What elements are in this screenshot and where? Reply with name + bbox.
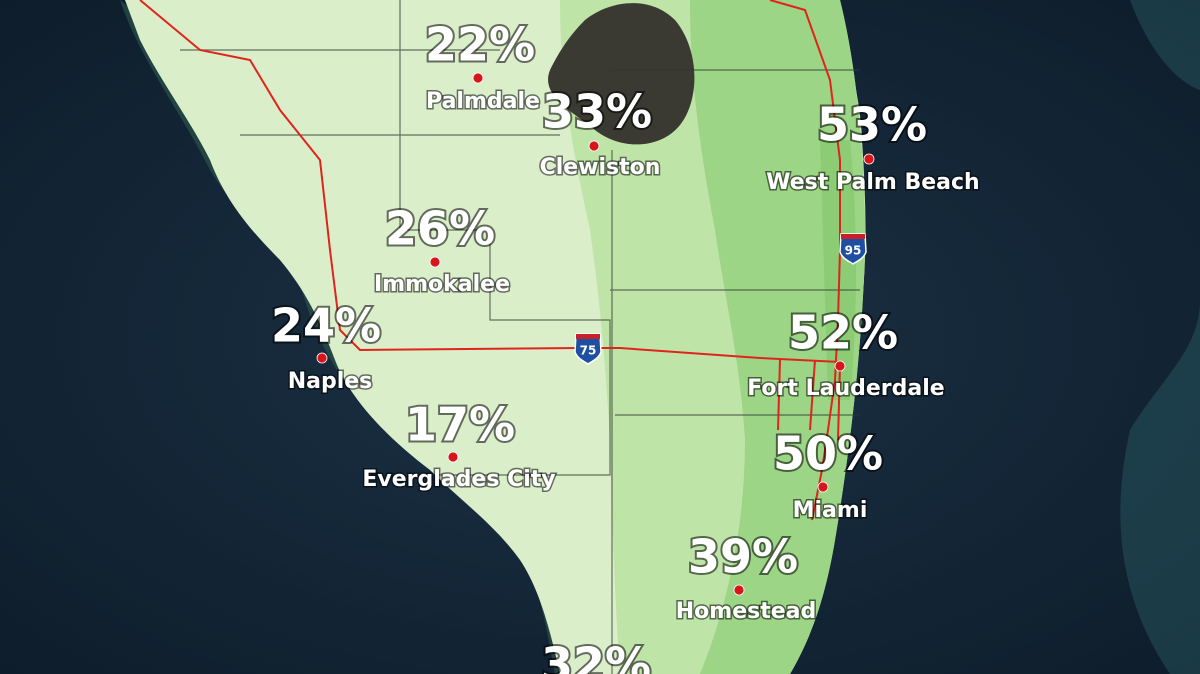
rain-band-peak (820, 140, 856, 400)
rain-chance: 17% (405, 398, 515, 452)
highway-number: 95 (845, 244, 862, 258)
city-name: Immokalee (374, 272, 510, 297)
city-name: Fort Lauderdale (747, 376, 944, 401)
rain-chance: 53% (817, 98, 927, 152)
rain-chance: 22% (425, 18, 535, 72)
city-name: Palmdale (426, 89, 540, 114)
city-dot (863, 153, 875, 165)
road-i95 (769, 0, 841, 521)
city-dot (588, 140, 600, 152)
lake-okeechobee (548, 3, 695, 145)
city-name: Homestead (676, 599, 817, 624)
rain-chance: 33% (542, 85, 652, 139)
road-i75 (139, 0, 841, 363)
city-dot (834, 360, 846, 372)
shield-top (576, 334, 600, 339)
rain-chance: 32% (541, 638, 651, 674)
shield-shape (839, 233, 867, 266)
city-name: Clewiston (540, 155, 661, 180)
city-name: Naples (288, 369, 373, 394)
highway-number: 75 (580, 344, 597, 358)
city-dot (316, 352, 328, 364)
rain-chance: 24% (271, 299, 381, 353)
rain-chance: 50% (773, 427, 883, 481)
city-dot (733, 584, 745, 596)
city-dot (472, 72, 484, 84)
city-name: Everglades City (362, 467, 555, 492)
road-local (777, 359, 841, 441)
shield-shape (574, 333, 602, 366)
city-name: Miami (793, 498, 868, 523)
labels: 22% Palmdale 33% Clewiston 53% West Palm Beac… (269, 16, 981, 674)
bahamas-bank (1120, 0, 1200, 674)
interstate-shield: 95 (839, 233, 867, 266)
rain-chance: 39% (688, 530, 798, 584)
interstate-shield: 75 (574, 333, 602, 366)
city-dot (429, 256, 441, 268)
rain-chance: 26% (385, 202, 495, 256)
city-name: West Palm Beach (766, 170, 979, 195)
rain-chance: 52% (788, 306, 898, 360)
city-dot (817, 481, 829, 493)
county-lines (180, 0, 860, 674)
shield-top (841, 234, 865, 239)
city-dot (447, 451, 459, 463)
